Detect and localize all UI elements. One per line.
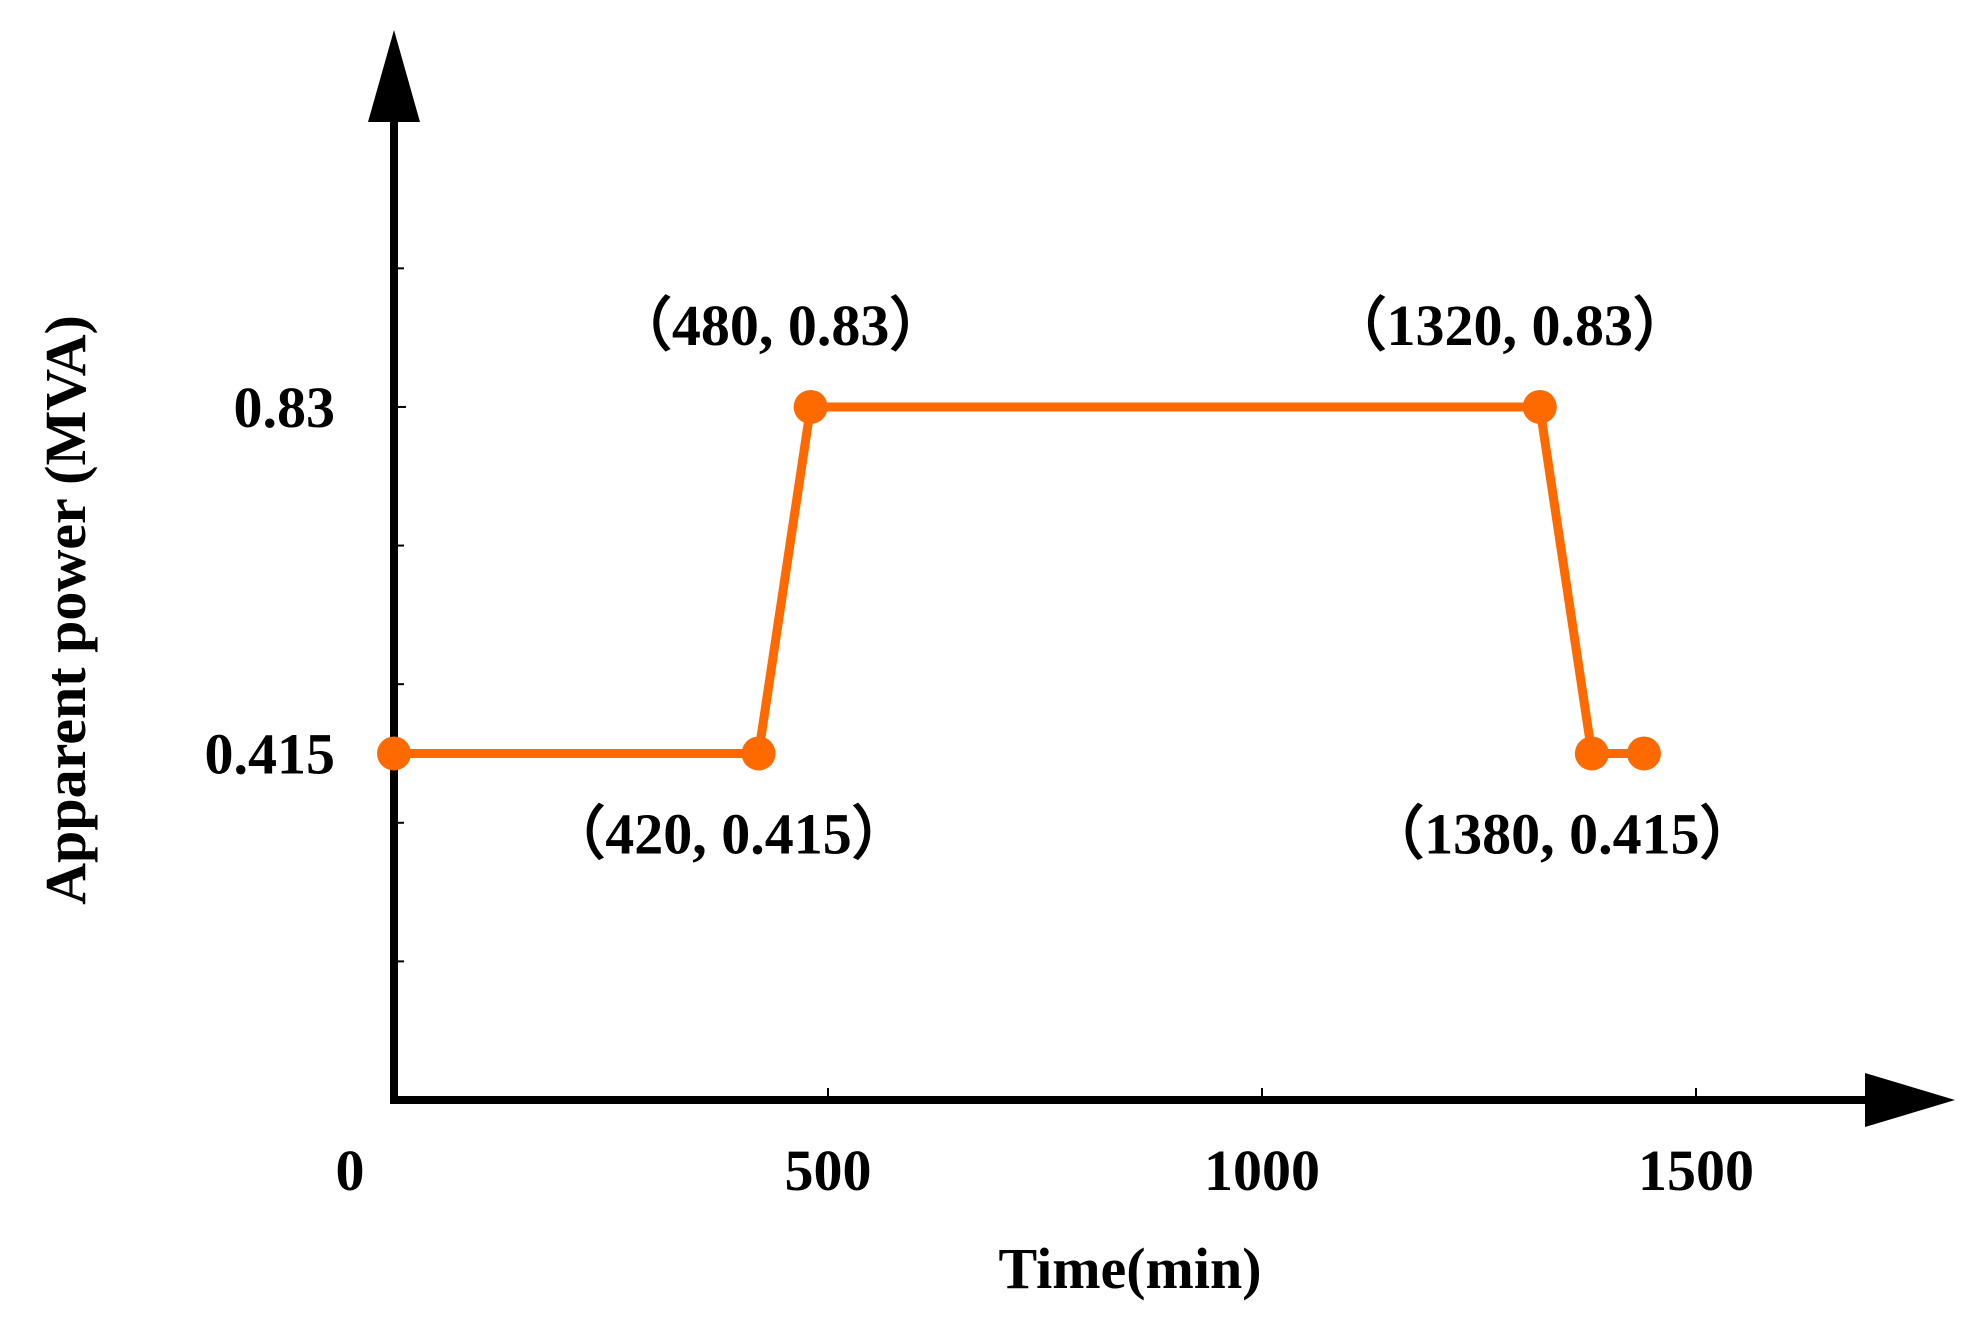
data-point bbox=[793, 389, 828, 424]
x-tick-label: 0 bbox=[336, 1138, 365, 1203]
y-tick-label: 0.83 bbox=[234, 375, 336, 440]
series-layer bbox=[377, 389, 1661, 771]
data-point bbox=[377, 736, 411, 771]
x-tick-label: 500 bbox=[785, 1138, 872, 1203]
label-layer: （480, 0.83） （1320, 0.83） （420, 0.415） （1380… bbox=[547, 293, 1757, 867]
y-tick-label: 0.415 bbox=[205, 721, 336, 786]
major-ticks: 0 500 1000 1500 0.415 0.83 bbox=[205, 375, 1755, 1203]
axes bbox=[368, 30, 1955, 1127]
point-annotation: （1380, 0.415） bbox=[1366, 801, 1758, 866]
x-axis-title: Time(min) bbox=[998, 1236, 1261, 1301]
point-annotation: （420, 0.415） bbox=[547, 801, 910, 866]
y-axis-arrow-icon bbox=[368, 30, 420, 122]
point-annotation: （1320, 0.83） bbox=[1329, 293, 1692, 358]
x-tick-label: 1000 bbox=[1204, 1138, 1320, 1203]
data-point bbox=[1626, 736, 1661, 771]
minor-ticks bbox=[394, 267, 404, 963]
x-axis-arrow-icon bbox=[1865, 1073, 1955, 1127]
data-point bbox=[1574, 736, 1609, 771]
data-point bbox=[1522, 389, 1557, 424]
data-point bbox=[741, 736, 776, 771]
series-line bbox=[389, 402, 1649, 758]
x-tick-label: 1500 bbox=[1638, 1138, 1754, 1203]
y-axis-title: Apparent power (MVA) bbox=[33, 315, 98, 905]
point-annotation: （480, 0.83） bbox=[614, 293, 948, 358]
